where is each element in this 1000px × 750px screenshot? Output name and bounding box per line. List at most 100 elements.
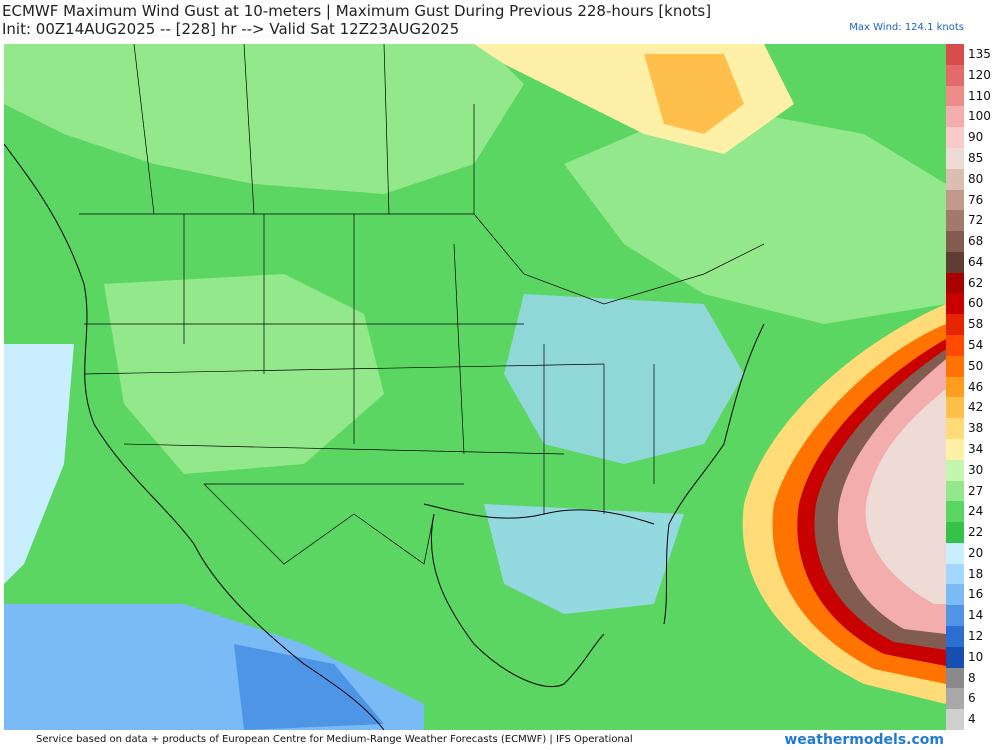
legend-label: 135	[968, 47, 991, 61]
legend-label: 100	[968, 109, 991, 124]
legend-swatch	[946, 397, 964, 419]
legend-swatch	[946, 64, 964, 86]
legend-item: 6	[946, 688, 1000, 710]
legend-swatch	[946, 709, 964, 730]
legend-swatch	[946, 85, 964, 107]
legend-label: 90	[968, 130, 984, 145]
legend-label: 80	[968, 171, 984, 186]
legend-swatch	[946, 626, 964, 647]
legend-swatch	[946, 355, 964, 377]
legend-item: 50	[946, 355, 1000, 377]
legend-label: 110	[968, 88, 991, 103]
legend-label: 27	[968, 483, 984, 498]
legend-label: 72	[968, 213, 984, 228]
legend-item: 76	[946, 189, 1000, 211]
legend-swatch	[946, 542, 964, 564]
legend-swatch	[946, 147, 964, 169]
legend-item: 62	[946, 272, 1000, 294]
title-line-2: Init: 00Z14AUG2025 -- [228] hr --> Valid…	[2, 20, 460, 38]
legend-swatch	[946, 376, 964, 398]
legend-item: 16	[946, 584, 1000, 606]
legend-item: 18	[946, 563, 1000, 585]
legend-item: 58	[946, 314, 1000, 336]
legend-item: 135	[946, 44, 1000, 65]
legend-label: 85	[968, 150, 984, 165]
legend-label: 120	[968, 67, 991, 82]
legend-item: 24	[946, 501, 1000, 523]
legend-swatch	[946, 44, 964, 65]
wind-gust-map	[4, 44, 946, 730]
title-line-1: ECMWF Maximum Wind Gust at 10-meters | M…	[2, 2, 712, 20]
legend-label: 46	[968, 379, 984, 394]
legend-label: 54	[968, 338, 984, 353]
legend-label: 10	[968, 649, 984, 664]
legend-swatch	[946, 563, 964, 585]
hudson-bay-core	[644, 54, 744, 134]
pacific-low	[234, 644, 384, 730]
legend-item: 38	[946, 418, 1000, 439]
legend-swatch	[946, 293, 964, 315]
brand-link[interactable]: weathermodels.com	[784, 732, 944, 748]
legend-label: 76	[968, 192, 984, 207]
legend-item: 54	[946, 335, 1000, 356]
legend-item: 20	[946, 542, 1000, 564]
legend-label: 38	[968, 421, 984, 436]
legend-swatch	[946, 335, 964, 356]
max-wind-label: Max Wind: 124.1 knots	[849, 22, 964, 33]
legend-swatch	[946, 189, 964, 211]
wind-speed-legend: 135 120 110 100 90 85 80 76 72 68 64 62 60 58 54 50 46 42…	[946, 44, 1000, 730]
legend-swatch	[946, 418, 964, 439]
legend-label: 8	[968, 670, 976, 685]
legend-swatch	[946, 106, 964, 128]
legend-swatch	[946, 459, 964, 481]
legend-item: 14	[946, 605, 1000, 627]
legend-swatch	[946, 480, 964, 502]
mexico-gulf-coastline	[430, 513, 605, 688]
legend-item: 10	[946, 646, 1000, 668]
legend-label: 30	[968, 462, 984, 477]
legend-swatch	[946, 251, 964, 273]
legend-label: 16	[968, 587, 984, 602]
gulf-coastline	[423, 503, 655, 525]
legend-item: 30	[946, 459, 1000, 481]
legend-item: 100	[946, 106, 1000, 128]
eastern-us-calm	[504, 294, 744, 464]
hurricane-eye-region	[865, 389, 946, 604]
legend-label: 24	[968, 504, 984, 519]
legend-swatch	[946, 688, 964, 710]
legend-label: 20	[968, 545, 984, 560]
legend-item: 4	[946, 709, 1000, 730]
pacific-coast-calm	[4, 344, 74, 584]
legend-label: 42	[968, 400, 984, 415]
legend-label: 50	[968, 358, 984, 373]
legend-swatch	[946, 127, 964, 148]
canada-west-field	[4, 44, 524, 194]
legend-item: 22	[946, 522, 1000, 543]
legend-label: 58	[968, 317, 984, 332]
legend-item: 34	[946, 438, 1000, 460]
legend-item: 27	[946, 480, 1000, 502]
legend-swatch	[946, 605, 964, 627]
legend-item: 80	[946, 168, 1000, 190]
legend-item: 42	[946, 397, 1000, 419]
legend-swatch	[946, 501, 964, 523]
legend-label: 60	[968, 296, 984, 311]
legend-swatch	[946, 168, 964, 190]
map-svg	[4, 44, 946, 730]
legend-swatch	[946, 667, 964, 689]
legend-item: 12	[946, 626, 1000, 647]
legend-label: 18	[968, 566, 984, 581]
legend-label: 34	[968, 441, 984, 456]
legend-item: 68	[946, 231, 1000, 252]
legend-swatch	[946, 231, 964, 252]
legend-label: 64	[968, 254, 984, 269]
legend-label: 68	[968, 234, 984, 249]
legend-label: 14	[968, 608, 984, 623]
map-title: ECMWF Maximum Wind Gust at 10-meters | M…	[2, 2, 711, 38]
legend-item: 110	[946, 85, 1000, 107]
legend-item: 60	[946, 293, 1000, 315]
legend-item: 85	[946, 147, 1000, 169]
legend-label: 4	[968, 712, 976, 727]
legend-label: 62	[968, 275, 984, 290]
legend-item: 120	[946, 64, 1000, 86]
